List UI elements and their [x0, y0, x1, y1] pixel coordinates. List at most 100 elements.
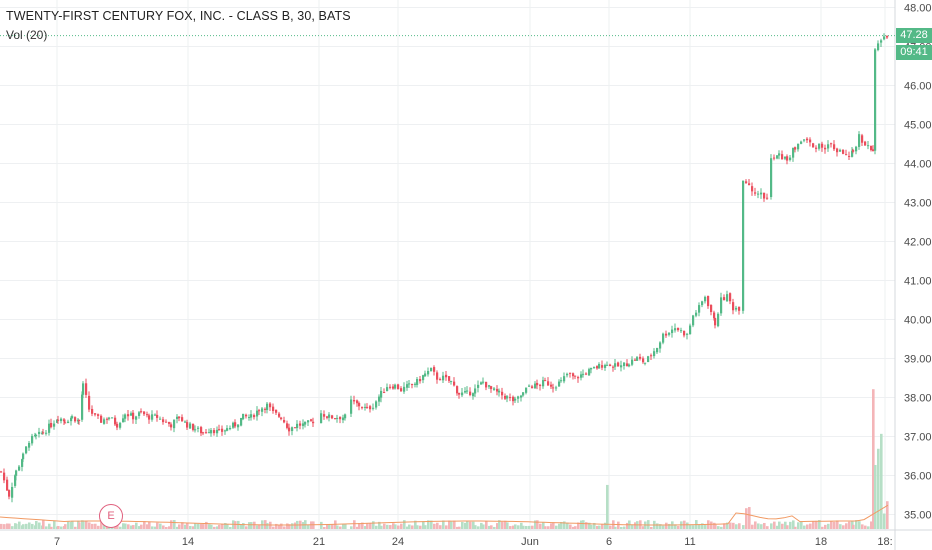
candle-body	[848, 155, 851, 157]
volume-bar	[394, 524, 397, 529]
x-tick-label: Jun	[521, 536, 539, 548]
candle-body	[450, 380, 453, 382]
volume-bar	[302, 522, 305, 529]
volume-bar	[861, 524, 864, 529]
candle-body	[477, 384, 480, 388]
candle-body	[501, 391, 504, 396]
candle-body	[874, 49, 877, 151]
x-tick-label: 6	[606, 536, 612, 548]
volume-bar	[294, 522, 297, 529]
volume-bar	[781, 523, 784, 529]
candle-body	[668, 332, 671, 335]
candle-body	[534, 383, 537, 389]
candle-body	[626, 363, 629, 367]
earnings-marker-icon[interactable]: E	[99, 504, 123, 528]
volume-bar	[3, 524, 6, 529]
candle-body	[555, 387, 558, 389]
candle-body	[870, 145, 873, 151]
candle-body	[588, 369, 591, 376]
x-tick-label: 18	[815, 536, 827, 548]
volume-bar	[11, 526, 14, 529]
volume-bar	[572, 526, 575, 529]
volume-bar	[509, 526, 512, 529]
volume-bar	[88, 522, 91, 529]
candle-body	[665, 333, 668, 336]
candle-body	[833, 144, 836, 150]
volume-bar	[35, 520, 38, 529]
candle-body	[411, 384, 414, 386]
candle-body	[792, 147, 795, 158]
candle-body	[372, 407, 375, 409]
candle-body	[106, 418, 109, 420]
candle-body	[380, 390, 383, 398]
volume-bar	[461, 521, 464, 529]
candle-body	[15, 470, 18, 476]
volume-bar	[358, 523, 361, 529]
candle-body	[42, 432, 45, 434]
volume-bar	[356, 526, 359, 529]
candle-body	[0, 471, 3, 473]
volume-bar	[833, 521, 836, 529]
candle-body	[419, 379, 422, 382]
candle-body	[200, 427, 203, 434]
volume-bar	[224, 522, 227, 529]
volume-bar	[148, 521, 151, 529]
volume-bar	[544, 526, 547, 529]
candle-body	[604, 364, 607, 368]
volume-bar	[870, 521, 873, 529]
volume-bar	[291, 523, 294, 529]
candle-body	[6, 479, 9, 491]
candle-body	[197, 427, 200, 429]
candle-body	[612, 366, 615, 368]
candle-body	[509, 397, 512, 399]
volume-bar	[189, 525, 192, 529]
candle-body	[472, 393, 475, 397]
volume-bar	[336, 525, 339, 529]
volume-bar	[763, 522, 766, 529]
candle-body	[119, 422, 122, 428]
volume-bar	[778, 521, 781, 529]
candle-body	[574, 375, 577, 377]
volume-bar	[237, 520, 240, 529]
volume-bar	[138, 526, 141, 529]
candle-body	[714, 318, 717, 326]
candle-body	[216, 429, 219, 434]
candle-body	[522, 392, 525, 396]
candle-body	[677, 327, 680, 331]
y-tick-label: 41.00	[904, 276, 932, 288]
candle-body	[224, 430, 227, 432]
candle-body	[397, 384, 400, 390]
candle-body	[784, 156, 787, 159]
volume-bar	[528, 525, 531, 529]
y-tick-label: 42.00	[904, 237, 932, 249]
candle-body	[572, 373, 575, 377]
volume-bar	[184, 524, 187, 529]
candle-body	[50, 423, 53, 428]
candle-body	[517, 396, 520, 399]
candle-body	[726, 294, 729, 302]
last-price-tag: 47.28	[896, 27, 932, 43]
candle-body	[701, 301, 704, 306]
candle-body	[140, 411, 143, 413]
candle-body	[858, 134, 861, 147]
candle-body	[639, 356, 642, 359]
candle-body	[103, 419, 106, 424]
candle-body	[770, 158, 773, 198]
volume-bar	[558, 523, 561, 529]
volume-indicator-label[interactable]: Vol (20)	[6, 28, 48, 42]
volume-bar	[490, 525, 493, 529]
volume-bar	[760, 524, 763, 529]
volume-bar	[74, 526, 77, 529]
candle-body	[490, 386, 493, 390]
volume-bar	[735, 524, 738, 529]
volume-bar	[717, 526, 720, 529]
candle-body	[528, 385, 531, 387]
candle-body	[408, 383, 411, 385]
volume-bar	[498, 520, 501, 529]
candle-body	[560, 380, 563, 382]
candle-body	[558, 381, 561, 387]
candle-body	[122, 418, 125, 423]
candle-body	[525, 387, 528, 393]
volume-bar	[369, 523, 372, 529]
